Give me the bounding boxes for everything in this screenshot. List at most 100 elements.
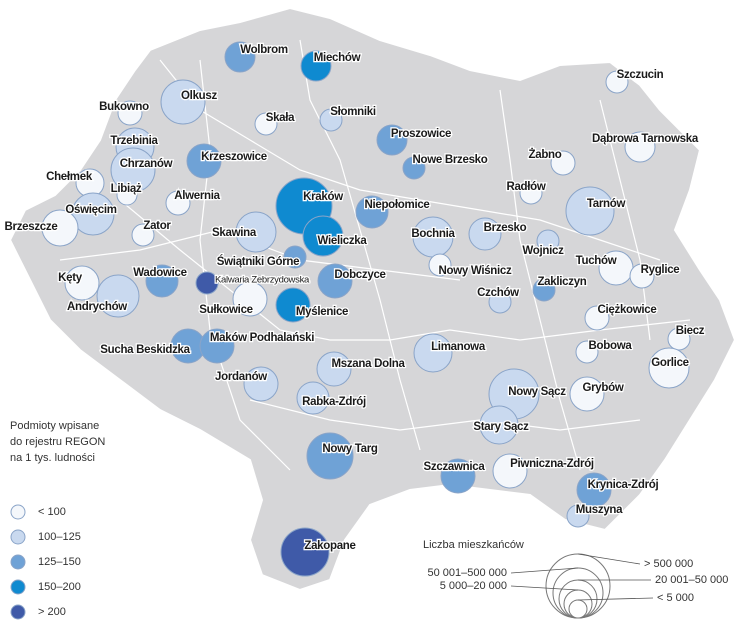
legend-title: Podmioty wpisane (10, 420, 99, 432)
town-label: Słomniki (330, 106, 376, 118)
town-label: Kraków (303, 191, 343, 203)
town-bubble (667, 327, 691, 351)
size-label: > 500 000 (644, 558, 693, 570)
town-bubble (519, 181, 543, 205)
town-bubble (566, 504, 590, 528)
town-label: Alwernia (174, 190, 220, 202)
town-bubble (302, 215, 344, 257)
town-bubble (492, 453, 528, 489)
town-bubble (413, 333, 453, 373)
town-bubble (355, 195, 389, 229)
size-leader (577, 597, 654, 601)
town-label: Myślenice (296, 306, 348, 318)
legend-swatch (10, 504, 26, 520)
district-borders (59, 39, 691, 471)
town-bubble (224, 41, 256, 73)
town-bubble (235, 211, 277, 253)
town-label: Zakopane (304, 540, 355, 552)
legend-label: 125–150 (38, 556, 81, 568)
town-label: Skała (266, 112, 295, 124)
town-label: Chełmek (46, 171, 93, 183)
town-label: Bobowa (589, 340, 633, 352)
size-label: 20 001–50 000 (655, 574, 728, 586)
town-label: Świątniki Górne (217, 255, 299, 268)
legend-swatch (10, 529, 26, 545)
legend-label: 150–200 (38, 581, 81, 593)
town-bubble (536, 229, 560, 253)
size-legend: Liczba mieszkańców > 500 000 50 001–500 0… (423, 539, 728, 619)
town-bubble (186, 143, 222, 179)
town-bubble (576, 472, 612, 508)
town-label: Szczucin (617, 69, 664, 81)
town-label: Piwniczna-Zdrój (510, 458, 594, 470)
town-bubble (165, 190, 191, 216)
town-bubble (275, 287, 311, 323)
size-label: 5 000–20 000 (440, 580, 507, 592)
town-label: Miechów (314, 52, 361, 64)
town-label: Muszyna (576, 504, 623, 516)
legend: Podmioty wpisane do rejestru REGON na 1 ty… (10, 420, 105, 620)
town-label: Krzeszowice (201, 151, 267, 163)
town-label: Nowy Wiśnicz (439, 265, 513, 277)
town-label: Nowy Sącz (508, 386, 566, 398)
town-bubble (648, 347, 690, 389)
town-label: Zakliczyn (537, 276, 586, 288)
town-label: Biecz (676, 325, 705, 337)
size-label: < 5 000 (657, 592, 694, 604)
town-label: Oświęcim (65, 204, 116, 216)
town-label: Wojnicz (522, 245, 564, 257)
town-label: Gorlice (651, 357, 689, 369)
town-bubble (199, 328, 235, 364)
town-bubble (584, 305, 610, 331)
town-label: Trzebinia (110, 135, 158, 147)
town-bubble (569, 376, 605, 412)
legend-label: > 200 (38, 606, 66, 618)
town-label: Sucha Beskidzka (100, 344, 190, 356)
town-label: Stary Sącz (473, 421, 529, 433)
town-label: Brzeszcze (5, 221, 58, 233)
town-bubble (319, 108, 343, 132)
legend-swatch (10, 554, 26, 570)
legend-label: < 100 (38, 506, 66, 518)
town-label: Grybów (582, 382, 623, 394)
town-bubble (316, 351, 352, 387)
town-bubble (376, 124, 408, 156)
town-label: Ciężkowice (598, 304, 657, 316)
legend-swatch (10, 579, 26, 595)
size-leader (510, 567, 579, 574)
town-bubble (117, 100, 143, 126)
town-label: Czchów (477, 287, 519, 299)
town-label: Zator (143, 220, 171, 232)
town-label: Jordanów (215, 371, 267, 383)
town-bubble (283, 245, 307, 269)
town-bubble (440, 458, 476, 494)
town-bubble (532, 278, 556, 302)
town-label: Tuchów (576, 255, 617, 267)
town-bubble (468, 217, 502, 251)
town-label: Krynica-Zdrój (588, 479, 659, 491)
town-bubble (145, 264, 179, 298)
town-bubble (195, 271, 219, 295)
town-label: Wolbrom (240, 44, 288, 56)
town-bubble (479, 405, 519, 445)
town-bubble (317, 263, 353, 299)
town-label: Libiąż (111, 183, 142, 195)
town-label: Olkusz (181, 90, 217, 102)
town-bubble (605, 70, 629, 94)
town-bubble (565, 186, 615, 236)
town-label: Mszana Dolna (331, 358, 405, 370)
town-bubble (488, 290, 512, 314)
town-label: Bukowno (99, 101, 149, 113)
town-label: Żabno (529, 148, 562, 161)
town-bubble (131, 223, 155, 247)
town-bubble (296, 381, 330, 415)
town-bubble (254, 112, 278, 136)
town-label: Skawina (212, 227, 257, 239)
town-label: Nowe Brzesko (412, 154, 487, 166)
town-label: Dąbrowa Tarnowska (592, 133, 699, 145)
town-label: Bochnia (411, 228, 455, 240)
town-label: Sułkowice (199, 304, 253, 316)
town-label: Tarnów (587, 198, 626, 210)
town-bubble (280, 527, 330, 577)
